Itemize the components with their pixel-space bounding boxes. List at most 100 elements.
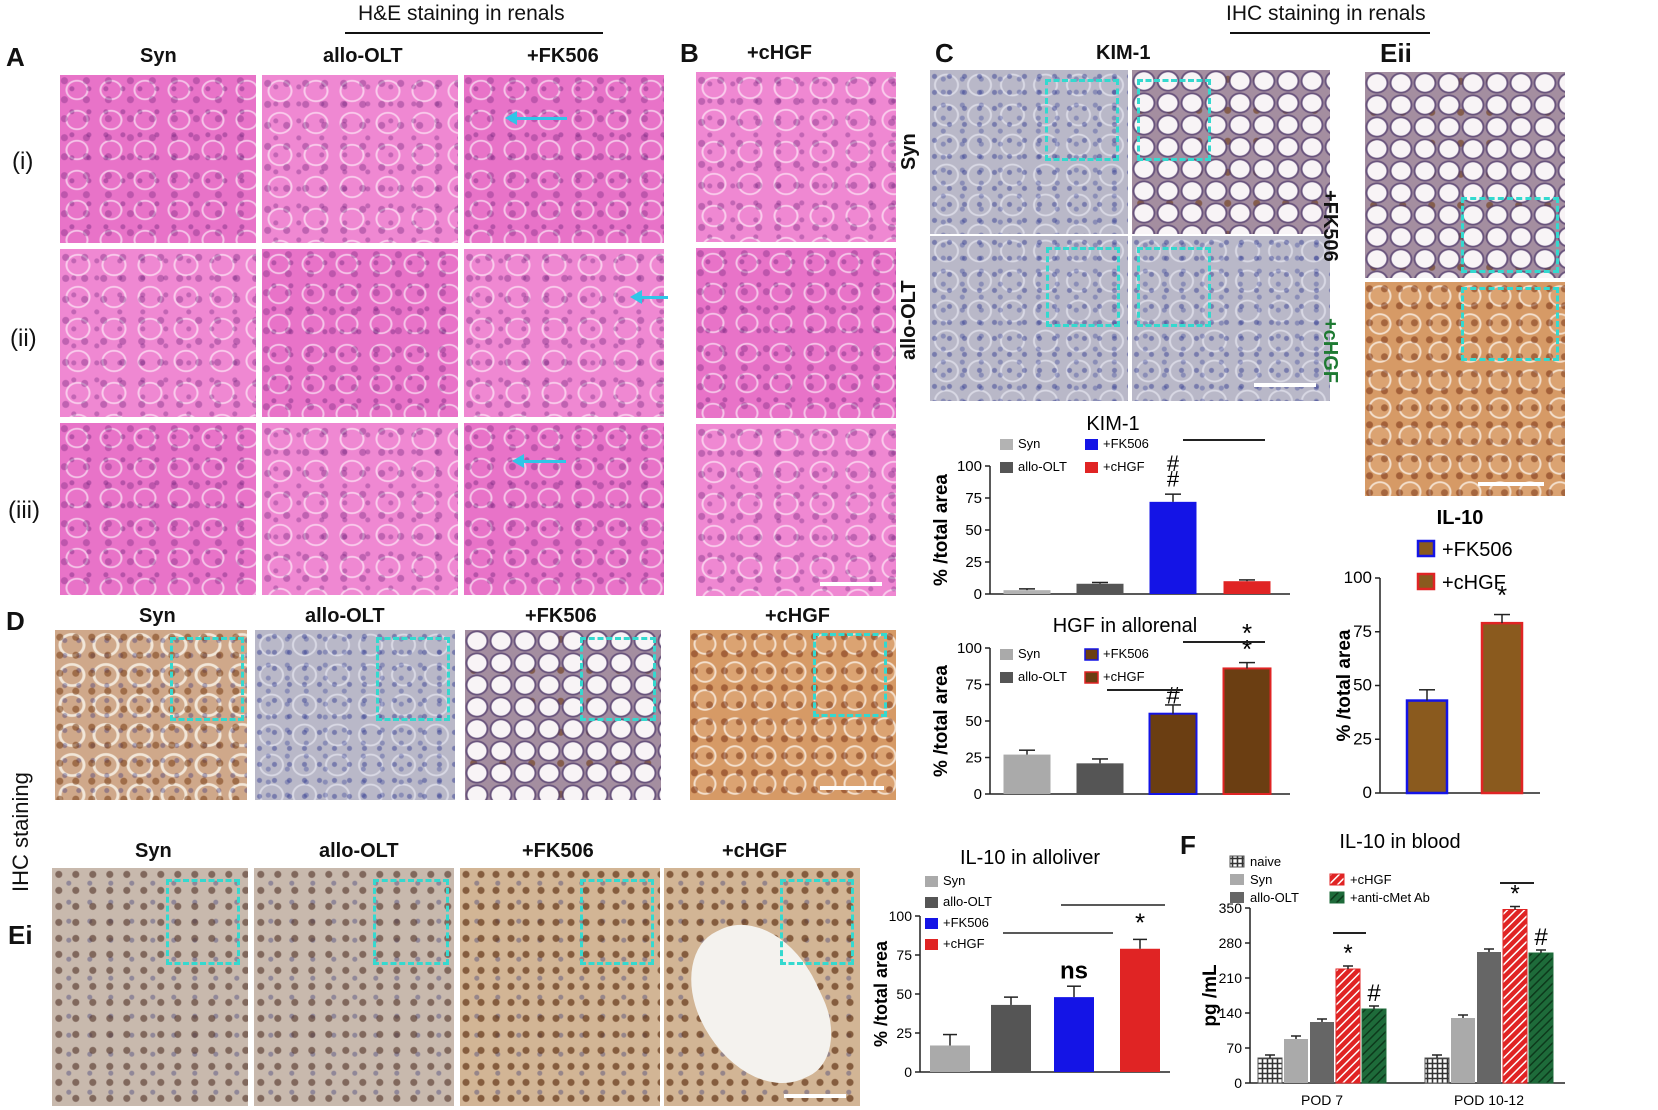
- side-label-chgf: +cHGF: [1319, 318, 1341, 384]
- y-tick-label: 70: [1226, 1040, 1242, 1056]
- significance-mark: *: [1242, 618, 1252, 648]
- he-image-syn-ii: [60, 249, 256, 417]
- zoom-box: [580, 637, 656, 721]
- legend-swatch: [1084, 671, 1099, 684]
- legend-swatch: [1329, 873, 1345, 886]
- legend-label: allo-OLT: [1250, 890, 1299, 905]
- zoom-box: [1461, 287, 1559, 361]
- legend-label: Syn: [1018, 646, 1040, 661]
- legend-swatch: [925, 876, 938, 887]
- row-label-allo-c: allo-OLT: [898, 280, 920, 360]
- y-tick-label: 0: [1363, 783, 1372, 802]
- legend-label: Syn: [943, 873, 965, 888]
- significance-mark: #: [1367, 980, 1381, 1007]
- lesion-arrow-icon: [630, 290, 668, 304]
- y-tick-label: 0: [974, 786, 982, 803]
- il10-liver-image-allo: [254, 868, 454, 1106]
- y-tick-label: 25: [965, 554, 982, 571]
- y-tick-label: 75: [1353, 622, 1372, 641]
- legend-swatch: [1329, 891, 1345, 904]
- bar: [1477, 952, 1501, 1083]
- bar: [1120, 948, 1160, 1072]
- scale-bar: [820, 582, 882, 586]
- col-label-chgf-d: +cHGF: [765, 605, 831, 627]
- y-tick-label: 100: [957, 458, 982, 475]
- he-image-allo-i: [262, 75, 458, 243]
- y-tick-label: 50: [1353, 676, 1372, 695]
- legend-label: +anti-cMet Ab: [1350, 890, 1430, 905]
- zoom-box: [1045, 79, 1119, 161]
- y-tick-label: 350: [1219, 900, 1243, 916]
- legend-swatch: [1416, 539, 1436, 558]
- kim1-title: KIM-1: [1096, 42, 1151, 64]
- hgf-image-syn: [55, 630, 247, 800]
- il10-blood-chart: IL-10 in blood 0 70 140 210 280 350 pg /mL POD 7…: [1200, 831, 1565, 1108]
- y-tick-label: 100: [957, 640, 982, 657]
- scale-bar: [784, 1094, 846, 1098]
- panel-letter-c: C: [935, 38, 954, 68]
- y-tick-label: 25: [1353, 729, 1372, 748]
- il10-liver-image-fk506: [460, 868, 660, 1106]
- panel-letter-a: A: [6, 42, 25, 72]
- bar: [1003, 590, 1051, 594]
- bar: [1257, 1057, 1283, 1084]
- bar: [991, 1004, 1031, 1072]
- hgf-image-fk506: [465, 630, 661, 800]
- significance-mark: #: [1166, 682, 1180, 709]
- col-label-syn-a: Syn: [140, 45, 177, 67]
- significance-mark: *: [1510, 881, 1519, 908]
- scale-bar: [820, 786, 884, 790]
- legend-swatch: [1085, 462, 1098, 473]
- significance-mark: *: [1242, 634, 1252, 664]
- legend-swatch: [1084, 648, 1099, 661]
- bar: [1003, 754, 1051, 794]
- he-image-chgf-ii: [696, 248, 896, 418]
- bar: [1480, 621, 1524, 795]
- y-tick-label: 25: [965, 750, 982, 767]
- zoom-box: [780, 879, 854, 965]
- panel-letter-eii: Eii: [1380, 38, 1412, 68]
- ihc-header-line: [1230, 32, 1430, 34]
- bar: [930, 1045, 970, 1072]
- bar: [1451, 1018, 1475, 1083]
- bar: [1223, 581, 1271, 594]
- legend-label: naive: [1250, 854, 1281, 869]
- he-header: H&E staining in renals: [358, 2, 565, 25]
- zoom-box: [813, 633, 887, 717]
- legend-swatch: [1416, 572, 1436, 591]
- zoom-box: [170, 637, 244, 721]
- bar: [1310, 1022, 1334, 1083]
- significance-mark: #: [1534, 924, 1548, 951]
- legend-label: +FK506: [1103, 646, 1149, 661]
- kim1-image-allo-1: [930, 236, 1128, 401]
- hgf-image-allo: [255, 630, 455, 800]
- bar: [1502, 909, 1528, 1084]
- he-image-fk506-iii: [464, 423, 664, 595]
- col-label-allo-d: allo-OLT: [305, 605, 385, 627]
- legend-label: +cHGF: [1350, 872, 1392, 887]
- row-label-ii: (ii): [10, 325, 37, 352]
- y-tick-label: 50: [965, 522, 982, 539]
- legend-swatch: [925, 897, 938, 908]
- he-image-chgf-i: [696, 72, 896, 242]
- y-tick-label: 50: [965, 713, 982, 730]
- legend-label: allo-OLT: [1018, 459, 1067, 474]
- x-tick-label: POD 7: [1301, 1092, 1343, 1108]
- bar: [1405, 699, 1449, 795]
- side-label-fk506: +FK506: [1319, 190, 1341, 262]
- legend-label: +cHGF: [1103, 459, 1145, 474]
- bar: [1076, 583, 1124, 594]
- chart-title: KIM-1: [1086, 413, 1139, 435]
- legend-label: +cHGF: [943, 936, 985, 951]
- bar: [1222, 667, 1272, 795]
- panel-letter-b: B: [680, 38, 699, 68]
- y-tick-label: 210: [1219, 970, 1243, 986]
- he-image-syn-iii: [60, 423, 256, 595]
- legend-swatch: [925, 939, 938, 950]
- legend-swatch: [1230, 892, 1244, 903]
- row-label-i: (i): [12, 148, 34, 175]
- legend-label: Syn: [1018, 436, 1040, 451]
- scale-bar: [1478, 482, 1544, 486]
- bar: [1076, 763, 1124, 794]
- y-axis-label: % /total area: [931, 665, 952, 777]
